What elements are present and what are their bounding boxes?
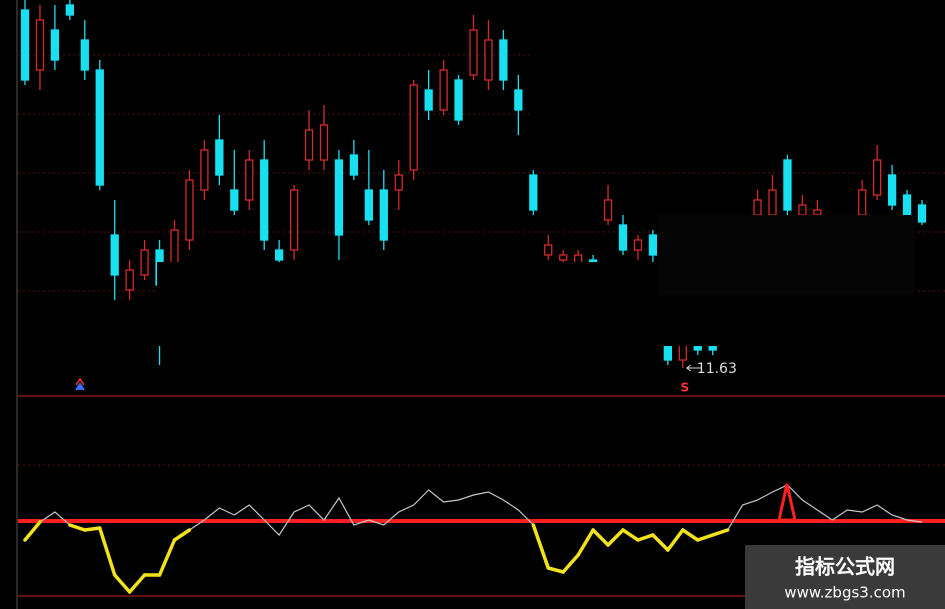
candle-body — [20, 9, 30, 81]
indicator-below-segment — [112, 573, 132, 594]
candle-body — [469, 29, 478, 76]
candle-body — [424, 89, 433, 111]
candle-body — [603, 199, 613, 221]
indicator-below-segment — [681, 528, 700, 542]
candle-body — [140, 249, 149, 276]
indicator-below-segment — [98, 526, 117, 577]
annotation-arrow — [685, 364, 701, 372]
indicator-below-segment — [546, 566, 565, 574]
candle-body — [798, 204, 807, 216]
indicator-below-segment — [68, 523, 87, 532]
mask — [532, 0, 945, 143]
indicator-below-segment — [606, 528, 625, 547]
candle-body — [544, 244, 553, 256]
candle-body — [125, 269, 134, 291]
indicator-below-segment — [127, 573, 147, 594]
buy-marker — [75, 382, 85, 390]
indicator-below-segment — [23, 520, 42, 542]
candle-body — [514, 89, 523, 111]
indicator-below-segment — [636, 533, 655, 542]
watermark-title: 指标公式网 — [795, 555, 895, 579]
candle-body — [439, 69, 448, 111]
candle-body — [484, 39, 493, 81]
indicator-below-segment — [591, 528, 610, 547]
candle-body — [678, 344, 687, 361]
indicator-below-segment — [621, 528, 640, 542]
candle-body — [215, 139, 224, 176]
candle-body — [858, 189, 867, 216]
candle-body — [454, 79, 463, 121]
candle-body — [364, 189, 374, 221]
mask — [658, 215, 915, 295]
candle-body — [274, 249, 284, 261]
candle-body — [902, 194, 912, 216]
candle-body — [379, 189, 388, 241]
candle-body — [80, 39, 89, 71]
candle-body — [349, 154, 359, 176]
signal-triangle — [777, 483, 797, 522]
candle-body — [618, 224, 628, 251]
candle-body — [245, 159, 254, 201]
candle-body — [873, 159, 882, 196]
indicator-below-segment — [531, 523, 550, 570]
candle-body — [110, 234, 119, 276]
indicator-below-segment — [157, 538, 177, 577]
candle-body — [663, 344, 672, 361]
candle-body — [65, 4, 74, 16]
candle-body — [260, 159, 269, 241]
annotations: 11.63 S — [680, 361, 736, 395]
candle-body — [35, 19, 45, 71]
candle-body — [319, 124, 329, 161]
candle-body — [289, 189, 299, 251]
candle-body — [783, 159, 792, 211]
candle-body — [334, 159, 344, 236]
indicator-below-segment — [710, 528, 730, 537]
candle-body — [559, 254, 568, 261]
masks — [157, 0, 945, 346]
candle-body — [304, 129, 314, 161]
candle-body — [499, 39, 508, 81]
candle-body — [95, 69, 104, 186]
candle-body — [813, 209, 822, 216]
indicator-below-segment — [83, 526, 102, 532]
candle-body — [200, 149, 209, 191]
candle-body — [887, 174, 897, 206]
indicator-below-segment — [651, 533, 670, 552]
candle-body — [529, 174, 538, 211]
candle-body — [648, 234, 658, 256]
indicator-below-segment — [172, 528, 192, 542]
candle-body — [230, 189, 239, 211]
candle-body — [185, 179, 194, 241]
candle-body — [409, 84, 418, 171]
watermark-url: www.zbgs3.com — [784, 584, 905, 602]
buy-marker — [75, 377, 85, 386]
indicator-below-segment — [696, 533, 715, 542]
candle-body — [768, 189, 777, 216]
indicator-below-segment — [561, 553, 580, 574]
indicator-below-segment — [576, 528, 595, 557]
low-annotation: 11.63 — [697, 361, 737, 377]
signal-label: S — [680, 381, 689, 395]
indicator-below-segment — [666, 528, 685, 552]
watermark-box — [745, 545, 945, 609]
candle-body — [394, 174, 403, 191]
candle-body — [50, 29, 60, 61]
candle-body — [633, 239, 643, 251]
candle-body — [917, 204, 927, 223]
candle-body — [753, 199, 762, 216]
